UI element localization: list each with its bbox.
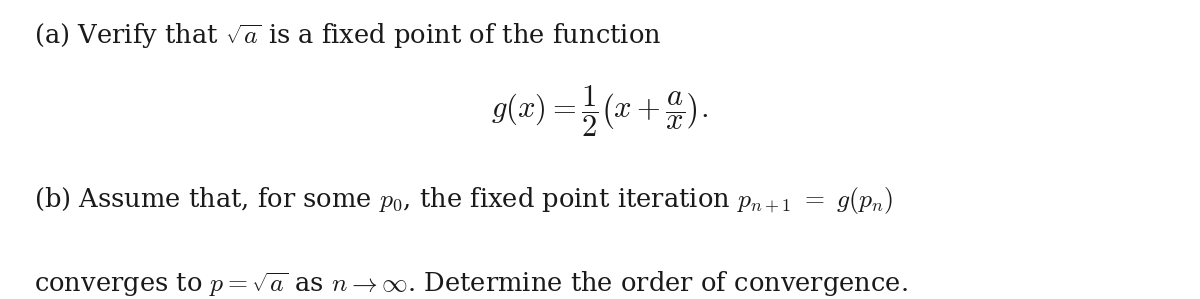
Text: (b) Assume that, for some $p_0$, the fixed point iteration $p_{n+1} \ = \ g(p_n): (b) Assume that, for some $p_0$, the fix… bbox=[34, 185, 893, 216]
Text: (a) Verify that $\sqrt{a}$ is a fixed point of the function: (a) Verify that $\sqrt{a}$ is a fixed po… bbox=[34, 21, 661, 50]
Text: converges to $p = \sqrt{a}$ as $n \to \infty$. Determine the order of convergenc: converges to $p = \sqrt{a}$ as $n \to \i… bbox=[34, 269, 907, 298]
Text: $g(x) = \dfrac{1}{2}\left(x + \dfrac{a}{x}\right).$: $g(x) = \dfrac{1}{2}\left(x + \dfrac{a}{… bbox=[491, 84, 709, 139]
